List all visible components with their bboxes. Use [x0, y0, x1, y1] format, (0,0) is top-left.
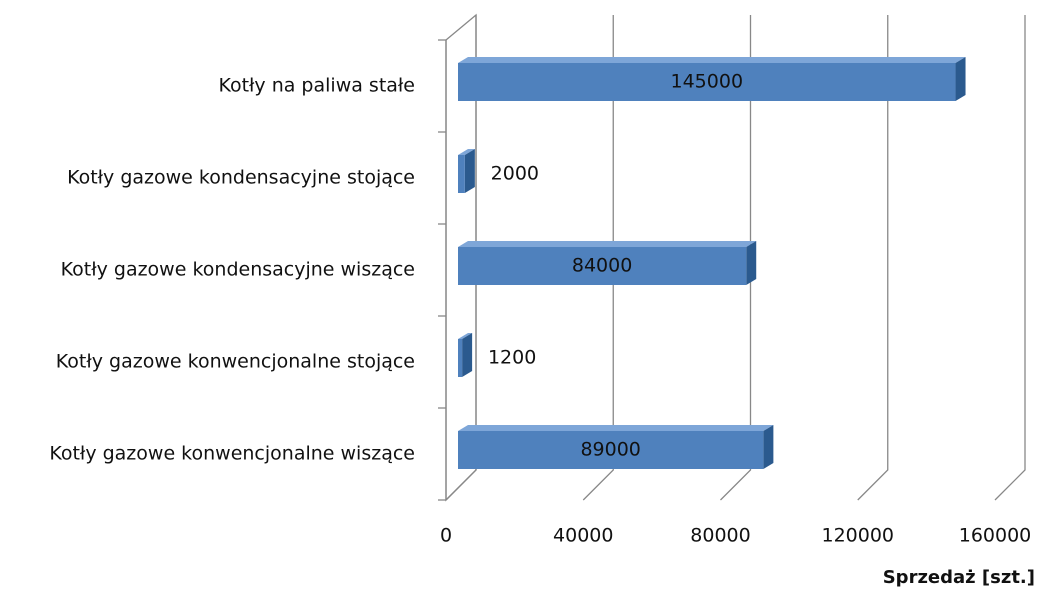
bar-face [464, 149, 475, 193]
grid-line [994, 15, 1026, 501]
bar-face [458, 333, 473, 339]
y-tick-label: Kotły na paliwa stałe [218, 75, 415, 97]
bar [458, 241, 757, 285]
grid-line [857, 15, 889, 501]
grid-line [582, 15, 614, 501]
bar-face [458, 149, 475, 155]
bar-face [462, 333, 473, 377]
grid-line [720, 15, 752, 501]
bar-face [458, 431, 764, 469]
x-tick-label: 40000 [553, 525, 613, 547]
bar [458, 149, 475, 193]
bar-face [458, 155, 465, 193]
bar-face [458, 339, 463, 377]
x-tick-label: 80000 [690, 525, 750, 547]
y-tick-label: Kotły gazowe kondensacyjne stojące [67, 167, 415, 189]
bar [458, 57, 966, 101]
y-tick-label: Kotły gazowe konwencjonalne wiszące [49, 443, 415, 465]
x-tick-label: 0 [440, 525, 452, 547]
y-tick-label: Kotły gazowe kondensacyjne wiszące [61, 259, 415, 281]
value-label: 145000 [671, 71, 744, 93]
bar-face [458, 57, 966, 63]
bar-face [955, 57, 966, 101]
bar-face [458, 63, 956, 101]
grid-line [445, 15, 477, 501]
bar-face [763, 425, 774, 469]
y-tick-label: Kotły gazowe konwencjonalne stojące [56, 351, 415, 373]
bar-face [458, 241, 757, 247]
bar-face [746, 241, 757, 285]
value-label: 2000 [491, 163, 539, 185]
bar-face [458, 425, 774, 431]
bar [458, 425, 774, 469]
bar-face [458, 247, 747, 285]
value-label: 84000 [572, 255, 632, 277]
value-label: 1200 [488, 347, 536, 369]
x-tick-label: 120000 [821, 525, 894, 547]
value-label: 89000 [580, 439, 640, 461]
x-axis-label: Sprzedaż [szt.] [883, 567, 1035, 588]
bar [458, 333, 473, 377]
x-tick-label: 160000 [959, 525, 1032, 547]
